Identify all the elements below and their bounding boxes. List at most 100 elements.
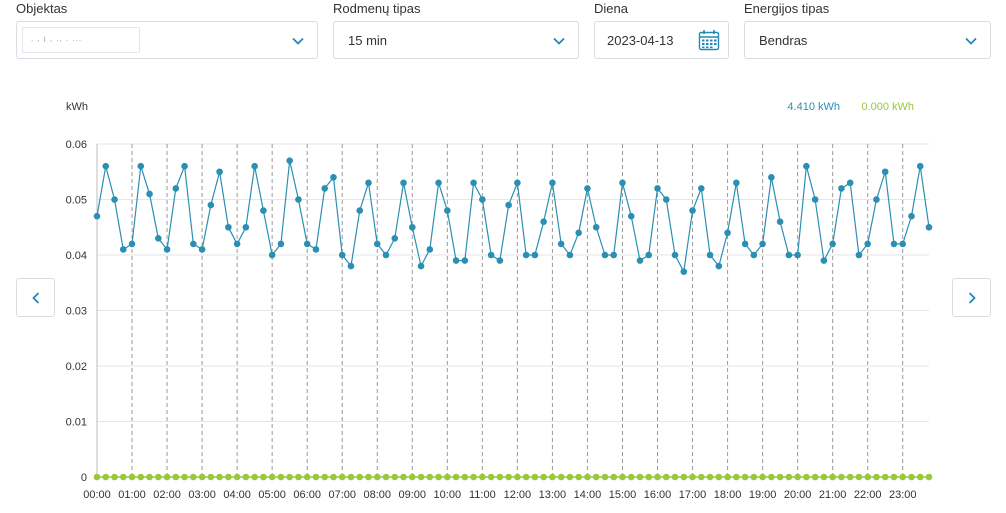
series-2-point[interactable]: [522, 473, 530, 481]
objektas-select[interactable]: . , j , ., . ...: [16, 21, 318, 59]
series-2-point[interactable]: [251, 473, 258, 481]
series-1-point[interactable]: [881, 168, 889, 176]
series-1-point[interactable]: [768, 174, 775, 181]
series-2-point[interactable]: [487, 473, 495, 481]
series-1-point[interactable]: [496, 257, 504, 264]
series-2-point[interactable]: [908, 473, 915, 481]
series-2-point[interactable]: [470, 473, 477, 481]
series-2-point[interactable]: [584, 473, 591, 481]
series-1-point[interactable]: [636, 257, 644, 264]
series-2-point[interactable]: [400, 473, 407, 481]
series-2-point[interactable]: [759, 473, 766, 481]
series-2-point[interactable]: [242, 473, 250, 481]
series-1-point[interactable]: [382, 251, 390, 259]
series-1-point[interactable]: [128, 240, 136, 248]
series-1-point[interactable]: [776, 218, 784, 225]
series-1-point[interactable]: [785, 251, 793, 259]
series-2-point[interactable]: [216, 473, 223, 481]
series-2-point[interactable]: [155, 473, 162, 481]
series-1-point[interactable]: [461, 257, 469, 264]
series-2-point[interactable]: [295, 473, 302, 481]
series-1-point[interactable]: [864, 240, 871, 248]
series-2-point[interactable]: [619, 473, 626, 481]
series-1-point[interactable]: [233, 240, 241, 248]
series-1-point[interactable]: [557, 240, 565, 248]
series-2-point[interactable]: [846, 473, 854, 481]
series-1-point[interactable]: [724, 229, 731, 237]
series-1-point[interactable]: [181, 162, 188, 170]
series-1-point[interactable]: [163, 246, 171, 253]
series-1-point[interactable]: [137, 162, 145, 170]
series-2-point[interactable]: [733, 473, 740, 481]
next-day-button[interactable]: [952, 278, 991, 317]
series-2-point[interactable]: [803, 473, 810, 481]
series-2-point[interactable]: [93, 473, 101, 481]
series-1-point[interactable]: [216, 168, 223, 176]
series-2-point[interactable]: [356, 473, 364, 481]
series-2-point[interactable]: [417, 473, 425, 481]
series-2-point[interactable]: [531, 473, 539, 481]
prev-day-button[interactable]: [16, 278, 55, 317]
series-1-point[interactable]: [225, 223, 232, 231]
series-1-point[interactable]: [733, 179, 740, 187]
series-2-point[interactable]: [592, 473, 600, 481]
series-1-point[interactable]: [566, 251, 574, 259]
series-2-point[interactable]: [557, 473, 565, 481]
series-2-point[interactable]: [794, 473, 801, 481]
series-2-point[interactable]: [373, 473, 381, 481]
diena-date-input[interactable]: 2023-04-13: [594, 21, 729, 59]
series-2-point[interactable]: [680, 473, 688, 481]
series-2-point[interactable]: [426, 473, 434, 481]
series-2-point[interactable]: [119, 473, 127, 481]
series-1-point[interactable]: [338, 251, 346, 259]
series-1-point[interactable]: [479, 196, 486, 203]
series-2-point[interactable]: [724, 473, 731, 481]
series-1-point[interactable]: [514, 179, 521, 187]
series-1-point[interactable]: [540, 218, 547, 225]
series-1-point[interactable]: [452, 257, 460, 264]
series-2-point[interactable]: [225, 473, 232, 481]
energijos-tipas-select[interactable]: Bendras: [744, 21, 991, 59]
series-1-point[interactable]: [102, 162, 110, 170]
series-2-point[interactable]: [260, 473, 267, 481]
series-2-point[interactable]: [645, 473, 653, 481]
series-2-point[interactable]: [873, 473, 880, 481]
series-2-point[interactable]: [347, 473, 355, 481]
series-1-point[interactable]: [601, 251, 609, 259]
series-2-point[interactable]: [303, 473, 311, 481]
series-1-point[interactable]: [916, 162, 924, 170]
series-1-point[interactable]: [408, 223, 416, 231]
series-1-point[interactable]: [435, 179, 442, 187]
series-1-point[interactable]: [277, 240, 285, 248]
series-2-point[interactable]: [190, 473, 197, 481]
series-1-point[interactable]: [715, 262, 723, 270]
series-1-point[interactable]: [549, 179, 556, 187]
series-1-point[interactable]: [759, 240, 766, 248]
series-2-point[interactable]: [146, 473, 153, 481]
series-2-point[interactable]: [838, 473, 845, 481]
series-1-point[interactable]: [268, 251, 276, 259]
series-1-point[interactable]: [391, 235, 399, 242]
series-2-point[interactable]: [391, 473, 399, 481]
series-1-point[interactable]: [838, 185, 845, 192]
series-1-point[interactable]: [741, 240, 749, 248]
series-1-point[interactable]: [444, 207, 451, 214]
series-1-point[interactable]: [251, 162, 258, 170]
series-2-point[interactable]: [671, 473, 679, 481]
series-2-point[interactable]: [706, 473, 714, 481]
series-2-point[interactable]: [496, 473, 504, 481]
series-1-point[interactable]: [908, 212, 915, 220]
series-2-point[interactable]: [916, 473, 924, 481]
series-2-point[interactable]: [890, 473, 898, 481]
series-2-point[interactable]: [636, 473, 644, 481]
series-1-point[interactable]: [303, 240, 311, 248]
series-2-point[interactable]: [540, 473, 547, 481]
series-1-point[interactable]: [373, 240, 381, 248]
series-2-point[interactable]: [689, 473, 696, 481]
series-1-point[interactable]: [855, 251, 863, 259]
series-1-point[interactable]: [426, 246, 434, 253]
series-1-point[interactable]: [146, 190, 153, 198]
series-2-point[interactable]: [286, 473, 293, 481]
series-2-point[interactable]: [654, 473, 661, 481]
series-2-point[interactable]: [881, 473, 889, 481]
